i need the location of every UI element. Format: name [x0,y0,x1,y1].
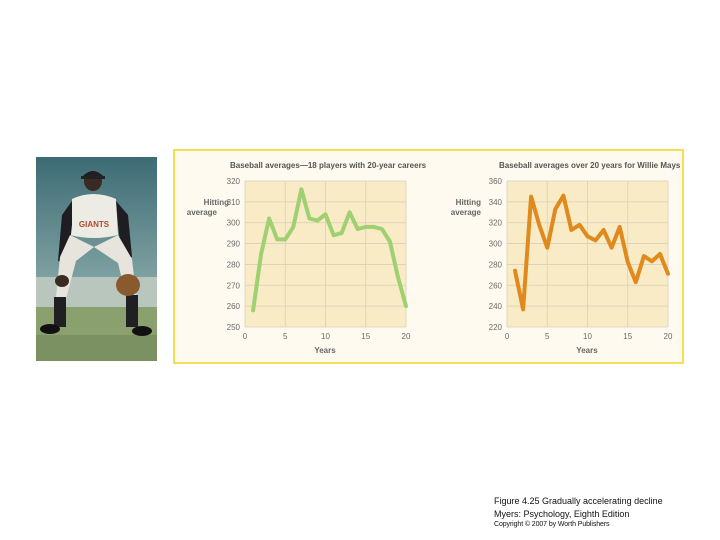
y-tick-label: 220 [489,323,503,332]
y-tick-label: 240 [489,302,503,311]
x-tick-label: 15 [361,332,370,341]
x-tick-label: 10 [583,332,592,341]
y-tick-label: 310 [227,198,241,207]
y-axis-label-line1: Hitting [456,198,481,207]
y-tick-label: 340 [489,198,503,207]
y-tick-label: 250 [227,323,241,332]
chart-title: Baseball averages—18 players with 20-yea… [230,161,427,170]
chart-players: 250 260 270 280 290 300 310 320 0 5 10 15 20 Baseba… [187,161,427,355]
x-tick-label: 0 [243,332,248,341]
y-tick-label: 280 [489,260,503,269]
y-tick-label: 320 [489,219,503,228]
x-tick-label: 5 [545,332,550,341]
y-tick-label: 260 [489,281,503,290]
series-line-willie-mays [513,193,670,312]
y-tick-labels: 220 240 260 280 300 320 340 360 [489,177,503,332]
chart-title: Baseball averages over 20 years for Will… [499,161,681,170]
gridlines [506,180,669,328]
y-tick-label: 360 [489,177,503,186]
y-tick-label: 270 [227,281,241,290]
figure-caption-book: Myers: Psychology, Eighth Edition [494,509,630,519]
figure-caption-title: Figure 4.25 Gradually accelerating decli… [494,496,663,506]
x-tick-label: 0 [505,332,510,341]
y-tick-label: 260 [227,302,241,311]
chart-willie-mays: 220 240 260 280 300 320 340 360 0 5 10 15 20 Baseba… [451,161,681,355]
y-tick-labels: 250 260 270 280 290 300 310 320 [227,177,241,332]
x-axis-label: Years [576,346,598,355]
y-tick-label: 290 [227,240,241,249]
player-photo: GIANTS [36,157,157,361]
x-tick-label: 15 [623,332,632,341]
x-tick-label: 5 [283,332,288,341]
y-axis-label-line1: Hitting [204,198,229,207]
jersey-text: GIANTS [79,220,110,229]
x-axis-label: Years [314,346,336,355]
series-line-players [251,187,408,313]
y-tick-label: 320 [227,177,241,186]
y-tick-label: 300 [227,219,241,228]
y-tick-label: 300 [489,240,503,249]
x-tick-label: 20 [402,332,411,341]
x-tick-labels: 0 5 10 15 20 [243,332,411,341]
y-axis-label-line2: average [451,208,482,217]
y-axis-label-line2: average [187,208,218,217]
y-tick-label: 280 [227,260,241,269]
x-tick-labels: 0 5 10 15 20 [505,332,673,341]
x-tick-label: 20 [664,332,673,341]
figure-caption-copyright: Copyright © 2007 by Worth Publishers [494,521,610,528]
x-tick-label: 10 [321,332,330,341]
